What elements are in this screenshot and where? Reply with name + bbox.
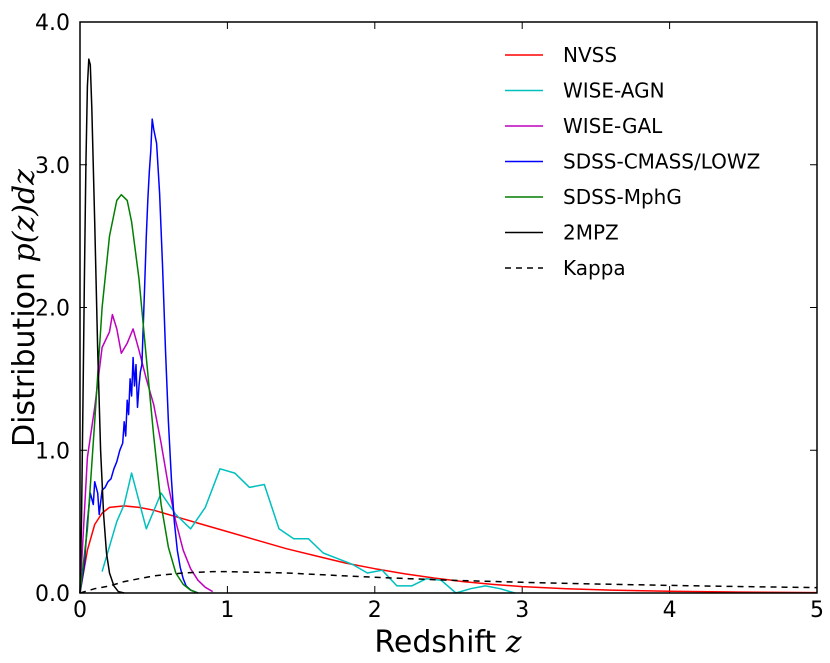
series-line-wise-agn — [101, 468, 516, 594]
x-axis-title: Redshift z — [374, 625, 521, 660]
x-tick-label: 5 — [810, 598, 824, 623]
legend-label: WISE-AGN — [563, 79, 665, 103]
series-line-wise-gal — [79, 313, 214, 594]
y-tick-label: 2.0 — [35, 297, 70, 322]
x-tick-label: 1 — [220, 598, 234, 623]
plot-frame — [79, 21, 818, 594]
y-tick-label: 3.0 — [35, 154, 70, 179]
y-axis-title: Distribution p(z)dz — [7, 169, 42, 447]
legend-label: SDSS-CMASS/LOWZ — [563, 150, 760, 174]
legend-label: SDSS-MphG — [563, 185, 682, 209]
x-tick-label: 3 — [515, 598, 529, 623]
series-line-2mpz — [79, 58, 125, 594]
axis-ticks: 0 1 2 3 4 5 0.0 1.0 2.0 3.0 4.0 — [35, 11, 824, 623]
legend-label: WISE-GAL — [563, 114, 663, 138]
legend: NVSS WISE-AGN WISE-GAL SDSS-CMASS/LOWZ SDSS-… — [505, 43, 760, 280]
series-line-nvss — [79, 505, 818, 594]
x-axis-variable: z — [505, 625, 522, 660]
y-tick-label: 4.0 — [35, 11, 70, 36]
x-axis-label: Redshift — [374, 625, 496, 660]
series-group — [79, 58, 818, 594]
legend-label: NVSS — [563, 43, 617, 67]
y-tick-label: 0.0 — [35, 582, 70, 607]
y-tick-label: 1.0 — [35, 439, 70, 464]
legend-label: 2MPZ — [563, 221, 619, 245]
y-axis-label: Distribution — [7, 272, 42, 447]
x-tick-label: 0 — [73, 598, 87, 623]
legend-label: Kappa — [563, 256, 626, 280]
y-axis-math: p(z)dz — [7, 169, 42, 263]
series-line-sdss-mphg — [79, 193, 199, 594]
x-tick-label: 2 — [368, 598, 382, 623]
x-tick-label: 4 — [663, 598, 677, 623]
